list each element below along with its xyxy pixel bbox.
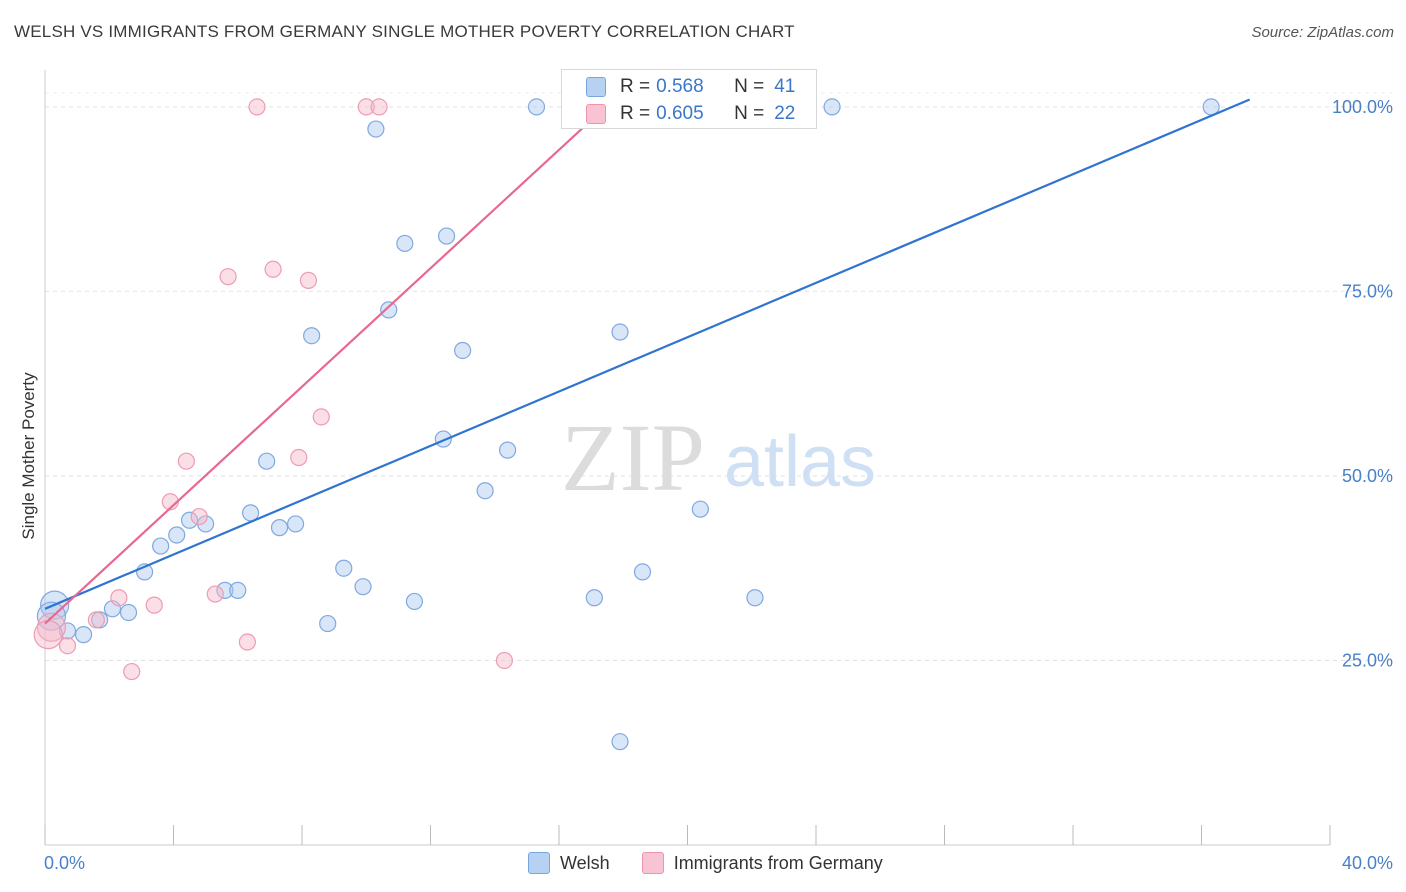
- germany-point: [87, 611, 106, 629]
- gridlines: [45, 92, 1392, 661]
- germany-point: [219, 268, 237, 286]
- stats-legend: R = 0.568 N = 41 R = 0.605 N = 22: [561, 69, 817, 129]
- legend-row-welsh: R = 0.568 N = 41: [586, 74, 795, 100]
- n-value: 22: [774, 103, 796, 124]
- germany-point: [238, 633, 256, 651]
- germany-point: [264, 260, 282, 278]
- germany-point: [312, 408, 330, 426]
- welsh-point: [229, 581, 247, 599]
- y-tick-label: 100.0%: [1332, 97, 1393, 117]
- axes: [44, 70, 1331, 846]
- watermark-atlas: atlas: [724, 422, 876, 502]
- welsh-point: [437, 227, 456, 245]
- welsh-trend-line: [44, 98, 1251, 610]
- legend-item-welsh[interactable]: Welsh: [528, 852, 610, 874]
- germany-point: [190, 507, 208, 526]
- y-tick-labels: 25.0% 50.0% 75.0% 100.0%: [1332, 97, 1393, 671]
- n-label: N =: [734, 103, 765, 124]
- n-label: N =: [734, 76, 765, 97]
- germany-point: [370, 98, 388, 116]
- welsh-point: [746, 589, 764, 607]
- watermark-zip: ZIP: [561, 404, 705, 511]
- welsh-point: [119, 603, 138, 622]
- welsh-point: [454, 341, 472, 360]
- y-tick-label: 50.0%: [1342, 466, 1393, 486]
- welsh-point: [152, 537, 170, 555]
- legend-label-germany: Immigrants from Germany: [673, 852, 883, 873]
- legend-row-germany: R = 0.605 N = 22: [586, 101, 795, 127]
- series-legend: Welsh Immigrants from Germany: [528, 852, 915, 874]
- germany-point: [206, 585, 224, 603]
- germany-trend-line: [44, 98, 615, 625]
- r-value: 0.568: [656, 76, 704, 97]
- welsh-point: [319, 614, 337, 633]
- welsh-point: [168, 526, 186, 544]
- germany-point: [299, 271, 318, 289]
- n-value: 41: [774, 76, 796, 97]
- source-label: Source: ZipAtlas.com: [1251, 24, 1394, 41]
- germany-point: [123, 662, 141, 681]
- germany-point: [495, 651, 513, 670]
- welsh-point: [270, 519, 289, 537]
- y-tick-label: 25.0%: [1342, 650, 1393, 670]
- germany-point: [33, 620, 63, 650]
- r-label: R =: [620, 76, 651, 97]
- welsh-point: [180, 511, 199, 529]
- welsh-point: [286, 515, 305, 533]
- chart-title: WELSH VS IMMIGRANTS FROM GERMANY SINGLE …: [14, 22, 795, 41]
- germany-point: [290, 448, 308, 467]
- trend-lines: [44, 98, 1251, 625]
- welsh-point: [585, 589, 603, 607]
- r-value: 0.605: [656, 103, 704, 124]
- welsh-point: [405, 592, 424, 611]
- x-tick-label-min: 0.0%: [44, 853, 85, 873]
- welsh-point: [216, 581, 234, 599]
- germany-point: [110, 589, 128, 607]
- legend-label-welsh: Welsh: [560, 852, 610, 873]
- welsh-point: [303, 327, 321, 345]
- welsh-point: [499, 441, 517, 459]
- data-points: [33, 98, 1220, 751]
- welsh-swatch: [528, 852, 550, 874]
- welsh-point: [691, 500, 709, 518]
- welsh-point: [335, 559, 353, 577]
- legend-item-germany[interactable]: Immigrants from Germany: [641, 852, 883, 874]
- welsh-point: [633, 563, 652, 581]
- welsh-point: [367, 120, 385, 138]
- welsh-swatch: [586, 77, 606, 97]
- germany-point: [177, 452, 195, 470]
- germany-point: [58, 637, 77, 655]
- germany-point: [145, 596, 163, 614]
- germany-point: [248, 98, 266, 116]
- welsh-point: [396, 234, 414, 253]
- germany-point: [36, 612, 67, 642]
- welsh-point: [611, 733, 629, 751]
- x-tick-label-max: 40.0%: [1342, 853, 1393, 873]
- welsh-point: [611, 323, 629, 341]
- r-label: R =: [620, 103, 651, 124]
- welsh-point: [74, 626, 93, 644]
- welsh-point: [823, 98, 841, 116]
- welsh-point: [258, 452, 276, 470]
- welsh-point: [380, 301, 398, 319]
- welsh-point: [354, 578, 372, 596]
- welsh-point: [476, 482, 494, 500]
- welsh-point: [527, 98, 546, 116]
- germany-swatch: [641, 852, 664, 874]
- germany-point: [357, 98, 375, 116]
- y-axis-label: Single Mother Poverty: [19, 372, 38, 540]
- y-tick-label: 75.0%: [1342, 281, 1393, 301]
- germany-swatch: [586, 104, 606, 124]
